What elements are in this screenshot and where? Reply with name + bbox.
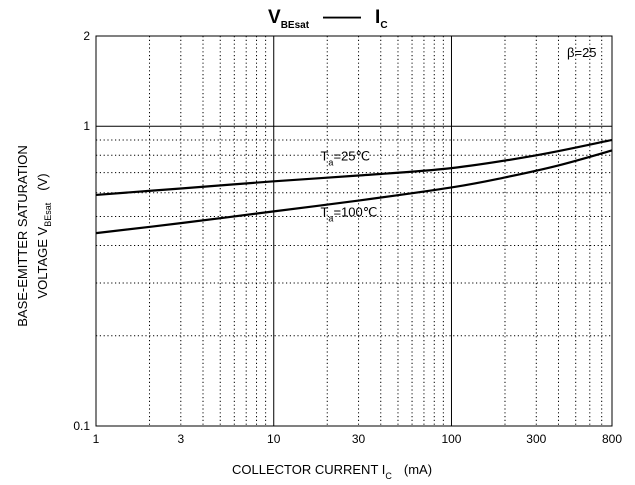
- y-tick-label: 1: [83, 119, 90, 133]
- series-label-main: T: [320, 148, 328, 163]
- y-axis-label-line2-sub: BEsat: [43, 202, 53, 227]
- series-label-1: Ta=25℃: [320, 148, 370, 167]
- y-axis-label-line2-unit: (V): [35, 173, 50, 190]
- x-axis-label-sub: C: [385, 471, 392, 481]
- y-axis-label: BASE-EMITTER SATURATION VOLTAGE VBEsat (V…: [15, 145, 53, 327]
- series-label-2: Ta=100℃: [320, 204, 377, 223]
- chart-title: VBEsat —— IC: [268, 7, 388, 31]
- x-tick-label: 300: [526, 432, 546, 446]
- y-tick-label: 2: [83, 29, 90, 43]
- series-label-main: T: [320, 204, 328, 219]
- x-tick-label: 100: [441, 432, 461, 446]
- beta-annotation: β=25: [567, 45, 597, 60]
- chart-title-dash: ——: [323, 7, 361, 28]
- series-layer: Ta=25℃Ta=100℃: [95, 138, 613, 235]
- x-tick-label: 3: [177, 432, 184, 446]
- x-tick-label: 1: [93, 432, 100, 446]
- y-axis-label-line2-main: VOLTAGE V: [35, 226, 50, 298]
- grid: [96, 36, 612, 426]
- x-axis-label-main: COLLECTOR CURRENT I: [232, 462, 385, 477]
- plot-frame: [95, 35, 613, 427]
- x-tick-label: 30: [352, 432, 366, 446]
- chart-title-vbesat-sub: BEsat: [281, 20, 310, 31]
- series-line-2: [95, 149, 613, 235]
- y-axis-label-line1: BASE-EMITTER SATURATION: [15, 145, 30, 327]
- chart-title-ic-sub: C: [380, 20, 387, 31]
- series-label-sub: a: [328, 213, 333, 223]
- y-tick-label: 0.1: [73, 419, 90, 433]
- x-tick-label: 800: [602, 432, 622, 446]
- y-axis-label-line2: VOLTAGE VBEsat (V): [35, 173, 53, 298]
- series-line-1: [95, 138, 613, 197]
- series-label-sub: a: [328, 157, 333, 167]
- x-axis-label: COLLECTOR CURRENT IC (mA): [232, 462, 432, 481]
- series-label-rest: =25℃: [333, 148, 370, 163]
- x-tick-label: 10: [267, 432, 281, 446]
- chart-title-vbesat: V: [268, 7, 281, 28]
- series-label-rest: =100℃: [333, 204, 377, 219]
- x-axis-label-unit: (mA): [404, 462, 432, 477]
- chart-title-ic: I: [375, 7, 380, 28]
